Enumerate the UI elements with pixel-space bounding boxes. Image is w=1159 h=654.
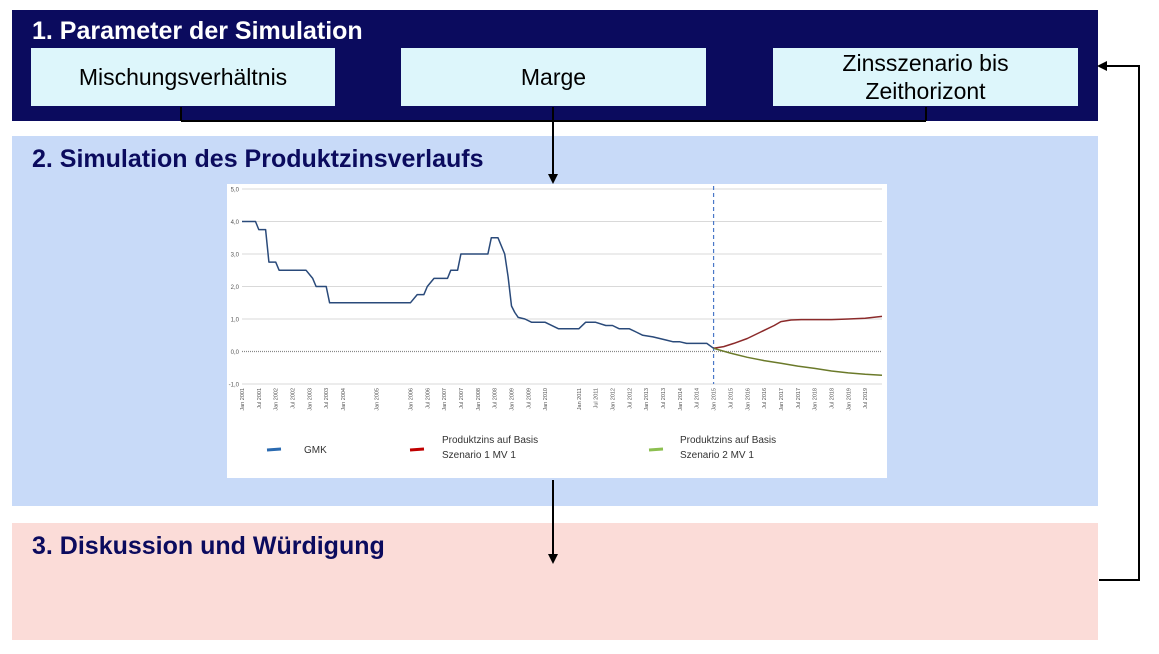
legend-label: GMK xyxy=(304,445,327,456)
x-tick-label: Jan 2016 xyxy=(745,388,751,411)
margin-box: Marge xyxy=(401,48,706,106)
x-tick-label: Jan 2019 xyxy=(846,388,852,411)
x-tick-label: Jul 2009 xyxy=(526,388,532,409)
chart-panel: 5,0 4,0 3,0 2,0 1,0 0,0 -1,0 Jan 2001 Jul 2001 Ja… xyxy=(227,184,887,478)
x-tick-label: Jul 2003 xyxy=(324,388,330,409)
x-tick-label: Jul 2013 xyxy=(661,388,667,409)
parameters-title: 1. Parameter der Simulation xyxy=(32,17,363,45)
gmk-series-line xyxy=(242,220,715,349)
x-tick-label: Jan 2007 xyxy=(442,388,448,411)
x-tick-label: Jan 2017 xyxy=(779,388,785,411)
x-tick-label: Jan 2011 xyxy=(577,388,583,410)
x-tick-label: Jan 2003 xyxy=(307,388,313,411)
x-tick-label: Jan 2009 xyxy=(509,388,515,411)
interest-scenario-box: Zinsszenario bis Zeithorizont xyxy=(773,48,1078,106)
x-tick-label: Jul 2001 xyxy=(257,388,263,409)
x-tick-label: Jan 2015 xyxy=(712,388,718,411)
y-tick-label: 5,0 xyxy=(231,188,240,194)
x-tick-label: Jan 2002 xyxy=(274,388,280,411)
x-tick-label: Jul 2012 xyxy=(627,388,633,409)
x-tick-label: Jan 2014 xyxy=(678,388,684,411)
legend-label: Produktzins auf Basis xyxy=(442,435,538,446)
legend-label: Produktzins auf Basis xyxy=(680,435,776,446)
y-tick-label: -1,0 xyxy=(229,383,240,389)
x-tick-label: Jan 2010 xyxy=(543,388,549,411)
x-tick-label: Jan 2008 xyxy=(476,388,482,411)
x-tick-label: Jul 2016 xyxy=(762,388,768,409)
x-tick-label: Jul 2008 xyxy=(493,388,499,409)
x-tick-label: Jul 2002 xyxy=(291,388,297,409)
x-tick-label: Jul 2007 xyxy=(459,388,465,409)
x-tick-label: Jan 2006 xyxy=(408,388,414,411)
x-tick-label: Jan 2001 xyxy=(240,388,246,411)
scenario1-series-line xyxy=(713,315,883,350)
legend-swatch xyxy=(409,447,425,452)
discussion-title: 3. Diskussion und Würdigung xyxy=(32,532,385,560)
discussion-section: 3. Diskussion und Würdigung xyxy=(12,523,1098,640)
x-tick-label: Jul 2019 xyxy=(863,388,869,409)
x-tick-label: Jan 2013 xyxy=(644,388,650,411)
legend-swatch xyxy=(266,447,282,452)
mixing-ratio-box: Mischungsverhältnis xyxy=(31,48,335,106)
feedback-loop-arrow xyxy=(1097,61,1140,581)
simulation-title: 2. Simulation des Produktzinsverlaufs xyxy=(32,145,484,173)
y-tick-label: 4,0 xyxy=(231,220,240,226)
legend-label: Szenario 1 MV 1 xyxy=(442,450,516,461)
x-tick-label: Jul 2011 xyxy=(594,388,600,408)
y-tick-label: 3,0 xyxy=(231,253,240,259)
x-tick-label: Jul 2006 xyxy=(425,388,431,409)
x-tick-label: Jan 2004 xyxy=(341,388,347,411)
legend-swatch xyxy=(648,447,664,452)
x-tick-label: Jul 2014 xyxy=(695,388,701,409)
x-tick-label: Jan 2005 xyxy=(375,388,381,411)
x-tick-label: Jul 2017 xyxy=(796,388,802,409)
x-tick-label: Jan 2012 xyxy=(611,388,617,411)
y-tick-label: 0,0 xyxy=(231,350,240,356)
scenario2-series-line xyxy=(713,347,883,376)
legend-label: Szenario 2 MV 1 xyxy=(680,450,754,461)
x-tick-label: Jul 2018 xyxy=(829,388,835,409)
interest-scenario-label: Zinsszenario bis Zeithorizont xyxy=(842,49,1009,104)
y-tick-label: 2,0 xyxy=(231,285,240,291)
x-tick-label: Jan 2018 xyxy=(813,388,819,411)
y-tick-label: 1,0 xyxy=(231,318,240,324)
x-tick-label: Jul 2015 xyxy=(728,388,734,409)
